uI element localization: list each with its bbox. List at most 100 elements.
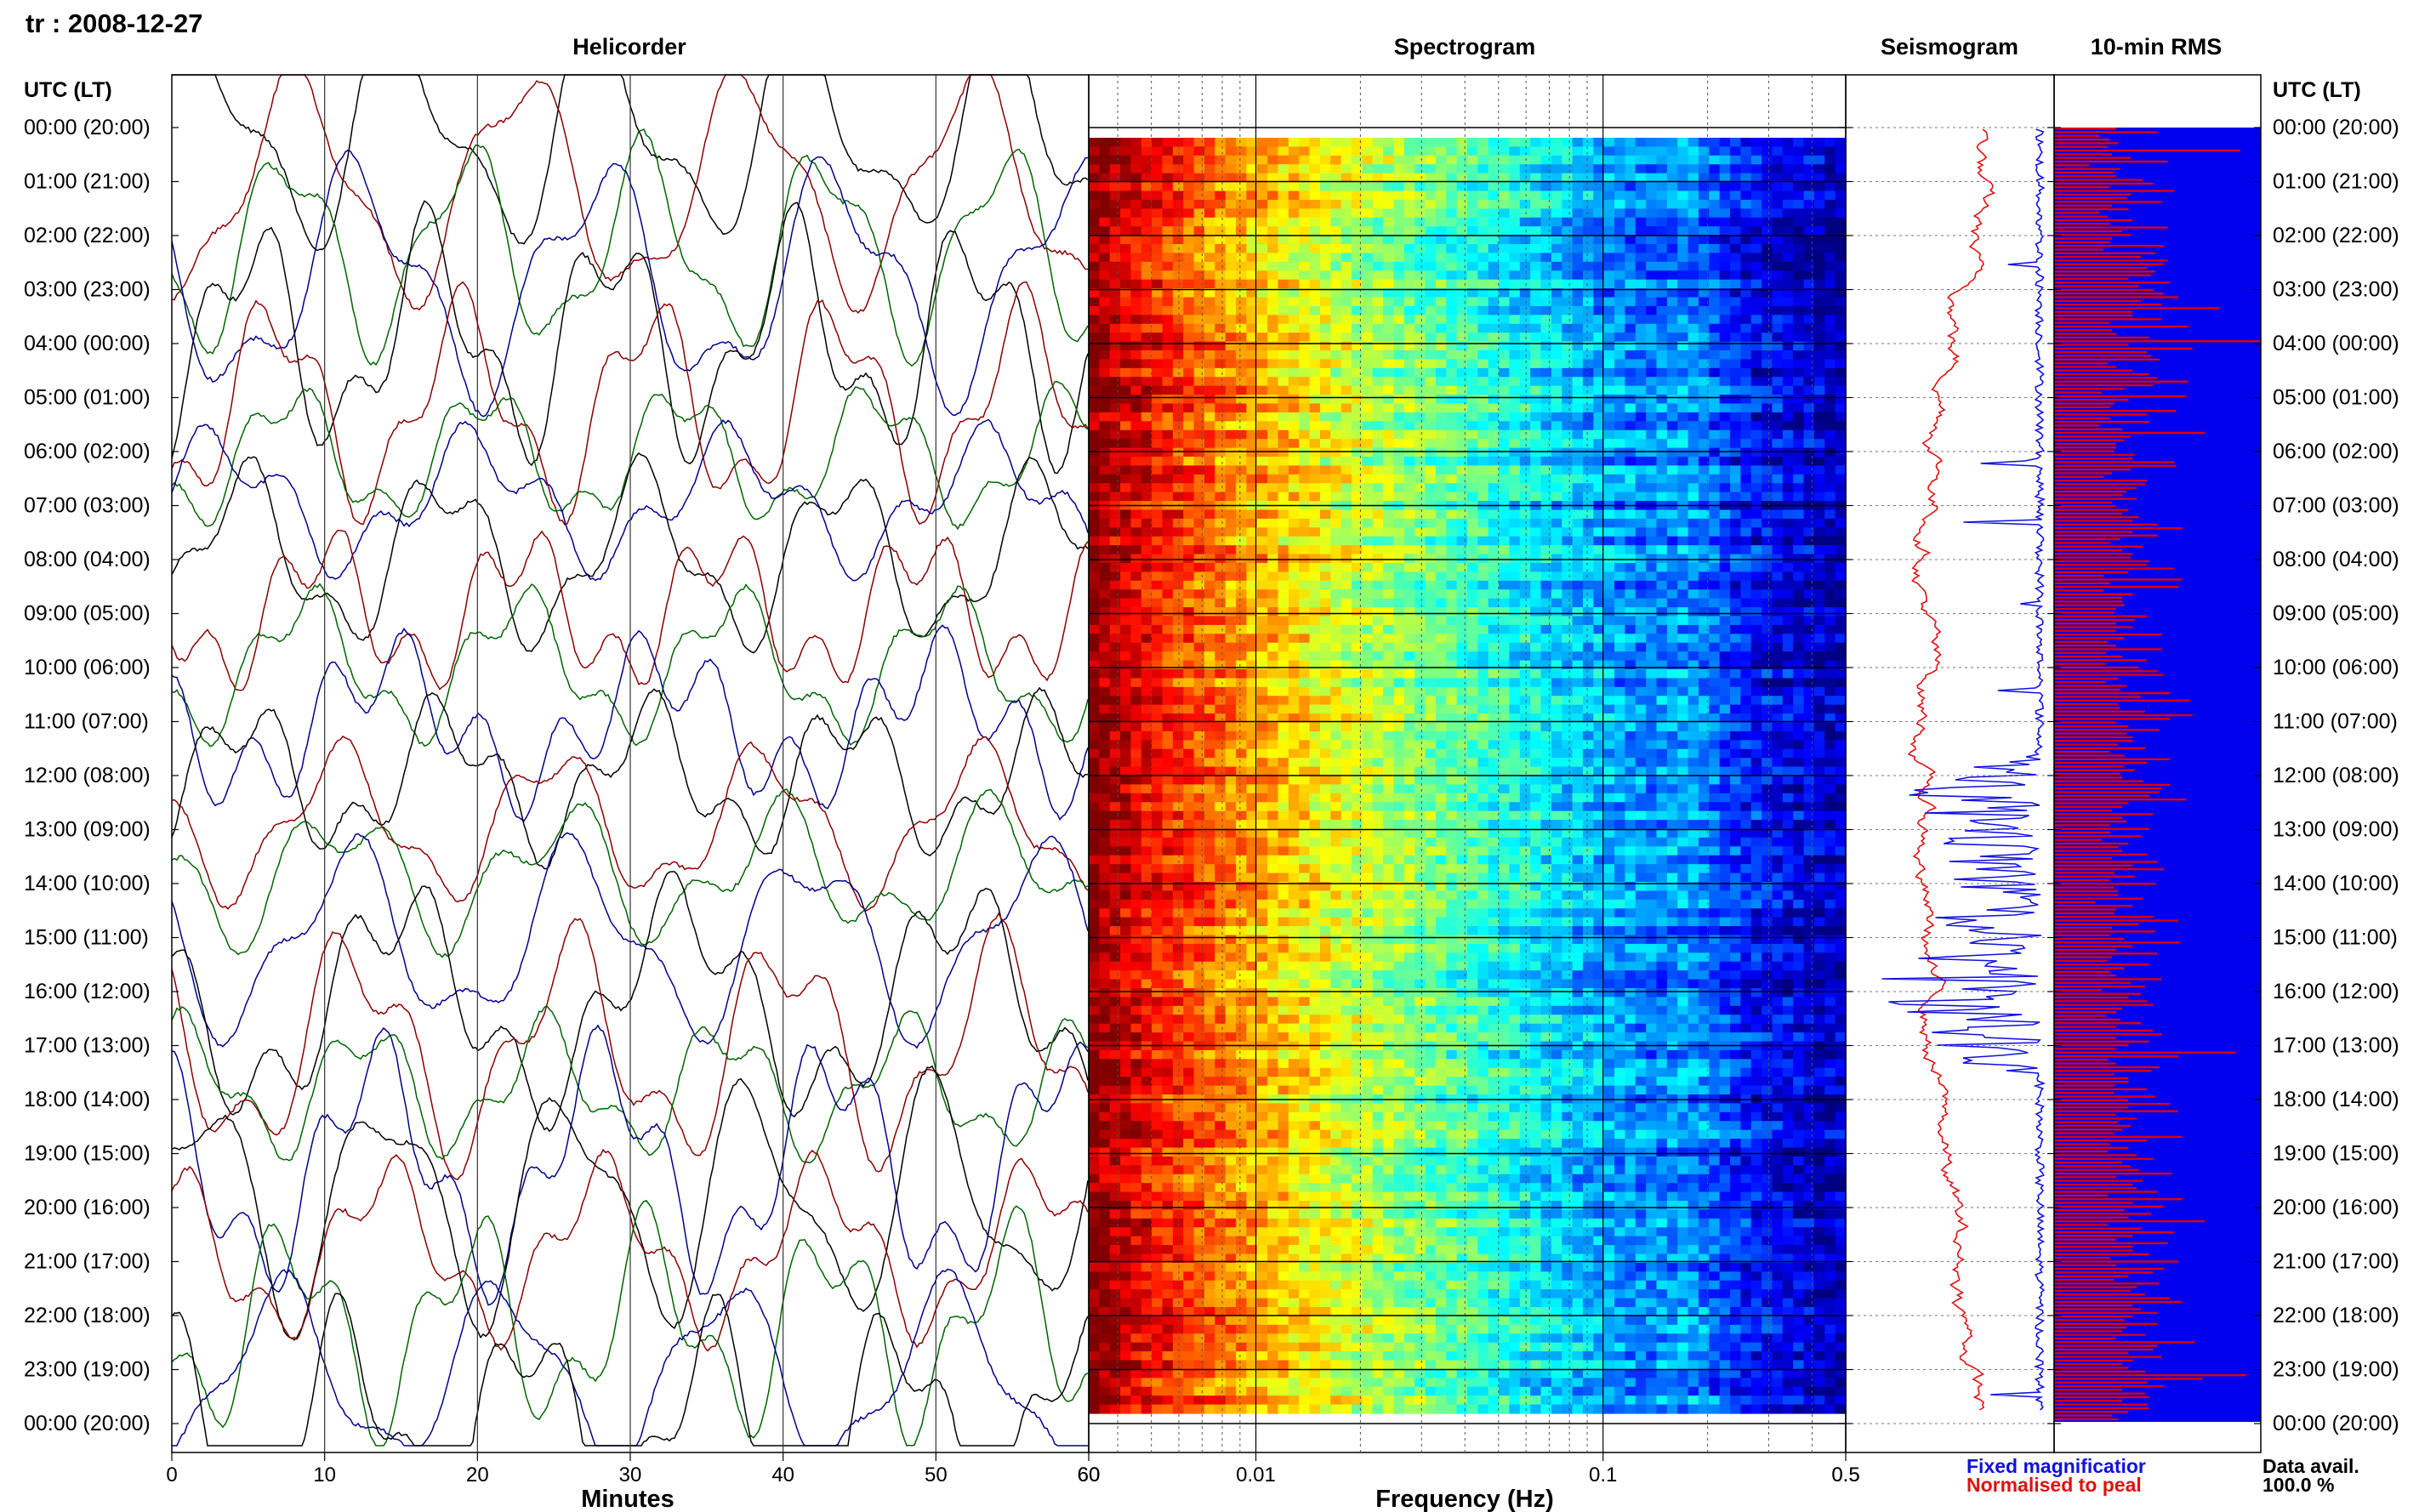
spectrogram-cell bbox=[1572, 155, 1584, 165]
spectrogram-cell bbox=[1730, 208, 1741, 219]
spectrogram-cell bbox=[1477, 598, 1489, 608]
spectrogram-cell bbox=[1236, 634, 1248, 644]
spectrogram-cell bbox=[1477, 457, 1489, 467]
spectrogram-cell bbox=[1330, 536, 1342, 546]
spectrogram-cell bbox=[1162, 190, 1174, 201]
spectrogram-cell bbox=[1393, 624, 1405, 634]
spectrogram-cell bbox=[1435, 642, 1447, 652]
spectrogram-cell bbox=[1446, 305, 1458, 315]
spectrogram-cell bbox=[1467, 447, 1478, 458]
spectrogram-cell bbox=[1740, 660, 1752, 670]
spectrogram-cell bbox=[1582, 713, 1594, 724]
spectrogram-cell bbox=[1204, 385, 1215, 395]
spectrogram-cell bbox=[1562, 642, 1574, 652]
spectrogram-cell bbox=[1467, 686, 1478, 696]
spectrogram-cell bbox=[1709, 244, 1721, 254]
spectrogram-cell bbox=[1099, 367, 1111, 378]
spectrogram-cell bbox=[1635, 536, 1647, 546]
spectrogram-cell bbox=[1256, 465, 1268, 475]
spectrogram-cell bbox=[1456, 704, 1468, 714]
spectrogram-cell bbox=[1330, 244, 1342, 254]
spectrogram-cell bbox=[1677, 642, 1689, 652]
spectrogram-cell bbox=[1393, 138, 1405, 148]
spectrogram-cell bbox=[1551, 297, 1562, 307]
spectrogram-cell bbox=[1256, 155, 1268, 165]
spectrogram-cell bbox=[1509, 208, 1521, 219]
spectrogram-cell bbox=[1625, 509, 1636, 520]
spectrogram-cell bbox=[1677, 182, 1689, 192]
spectrogram-cell bbox=[1456, 616, 1468, 626]
spectrogram-cell bbox=[1551, 447, 1562, 458]
spectrogram-cell bbox=[1656, 474, 1668, 484]
spectrogram-cell bbox=[1793, 164, 1805, 174]
spectrogram-cell bbox=[1425, 315, 1437, 325]
spectrogram-cell bbox=[1425, 465, 1437, 475]
spectrogram-cell bbox=[1362, 518, 1374, 528]
spectrogram-cell bbox=[1635, 580, 1647, 590]
spectrogram-cell bbox=[1435, 164, 1447, 174]
spectrogram-cell bbox=[1130, 359, 1142, 369]
spectrogram-cell bbox=[1446, 651, 1458, 662]
spectrogram-cell bbox=[1130, 660, 1142, 670]
spectrogram-cell bbox=[1646, 235, 1658, 245]
spectrogram-cell bbox=[1730, 138, 1741, 148]
spectrogram-cell bbox=[1278, 261, 1289, 271]
spectrogram-cell bbox=[1551, 164, 1562, 174]
spectrogram-cell bbox=[1288, 429, 1300, 440]
spectrogram-cell bbox=[1540, 651, 1552, 662]
spectrogram-cell bbox=[1562, 146, 1574, 156]
spectrogram-cell bbox=[1425, 713, 1437, 724]
spectrogram-cell bbox=[1646, 713, 1658, 724]
spectrogram-cell bbox=[1288, 421, 1300, 431]
spectrogram-cell bbox=[1509, 492, 1521, 502]
spectrogram-cell bbox=[1225, 297, 1237, 307]
spectrogram-cell bbox=[1446, 359, 1458, 369]
spectrogram-cell bbox=[1719, 607, 1731, 617]
spectrogram-cell bbox=[1519, 598, 1531, 608]
spectrogram-cell bbox=[1340, 722, 1352, 732]
spectrogram-cell bbox=[1120, 155, 1132, 165]
spectrogram-cell bbox=[1509, 651, 1521, 662]
spectrogram-cell bbox=[1499, 598, 1511, 608]
spectrogram-cell bbox=[1236, 297, 1248, 307]
spectrogram-cell bbox=[1414, 261, 1426, 271]
spectrogram-cell bbox=[1635, 492, 1647, 502]
spectrogram-cell bbox=[1614, 333, 1626, 343]
spectrogram-cell bbox=[1562, 447, 1574, 458]
spectrogram-cell bbox=[1803, 412, 1815, 422]
spectrogram-cell bbox=[1530, 571, 1542, 582]
spectrogram-cell bbox=[1499, 182, 1511, 192]
spectrogram-cell bbox=[1625, 323, 1636, 333]
spectrogram-cell bbox=[1509, 359, 1521, 369]
spectrogram-cell bbox=[1519, 740, 1531, 750]
spectrogram-cell bbox=[1215, 164, 1227, 174]
spectrogram-cell bbox=[1435, 288, 1447, 298]
spectrogram-cell bbox=[1666, 395, 1678, 405]
spectrogram-cell bbox=[1193, 722, 1205, 732]
spectrogram-cell bbox=[1677, 235, 1689, 245]
spectrogram-cell bbox=[1625, 190, 1636, 201]
spectrogram-cell bbox=[1562, 696, 1574, 706]
spectrogram-cell bbox=[1467, 208, 1478, 219]
spectrogram-cell bbox=[1372, 509, 1384, 520]
spectrogram-cell bbox=[1750, 616, 1762, 626]
spectrogram-cell bbox=[1393, 146, 1405, 156]
spectrogram-cell bbox=[1803, 429, 1815, 440]
spectrogram-cell bbox=[1730, 669, 1741, 679]
spectrogram-cell bbox=[1193, 173, 1205, 183]
spectrogram-cell bbox=[1393, 182, 1405, 192]
spectrogram-cell bbox=[1309, 367, 1321, 378]
spectrogram-cell bbox=[1288, 722, 1300, 732]
spectrogram-cell bbox=[1383, 164, 1395, 174]
spectrogram-cell bbox=[1772, 634, 1784, 644]
spectrogram-cell bbox=[1803, 253, 1815, 263]
spectrogram-cell bbox=[1750, 253, 1762, 263]
spectrogram-cell bbox=[1089, 288, 1100, 298]
spectrogram-cell bbox=[1372, 385, 1384, 395]
spectrogram-cell bbox=[1540, 164, 1552, 174]
spectrogram-cell bbox=[1435, 138, 1447, 148]
spectrogram-cell bbox=[1582, 589, 1594, 600]
spectrogram-cell bbox=[1246, 412, 1258, 422]
spectrogram-cell bbox=[1162, 279, 1174, 289]
spectrogram-cell bbox=[1109, 483, 1121, 493]
